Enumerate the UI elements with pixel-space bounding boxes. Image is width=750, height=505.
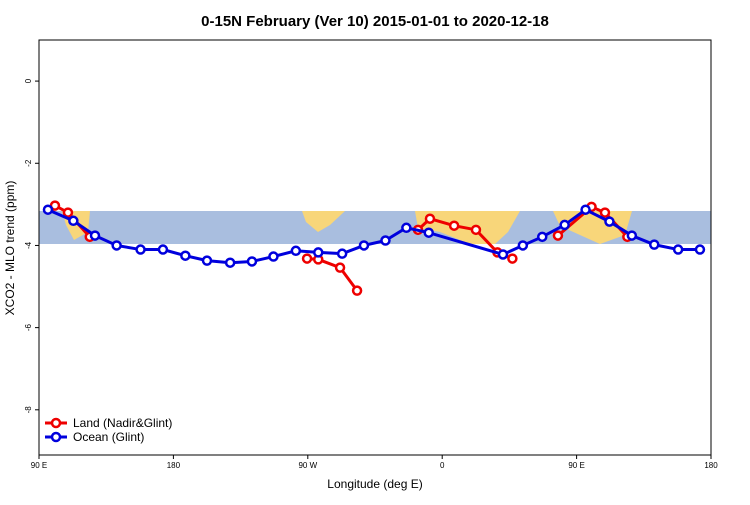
data-point [313, 247, 324, 258]
y-axis-label: XCO2 - MLO trend (ppm) [3, 181, 17, 316]
map-land [302, 211, 345, 232]
data-point [423, 227, 435, 238]
data-point [649, 239, 660, 250]
data-point [470, 224, 482, 236]
data-point [626, 230, 638, 241]
data-point [380, 235, 391, 246]
data-point [336, 248, 348, 259]
data-point [358, 240, 370, 251]
y-tick-label: -8 [24, 406, 33, 414]
data-point [580, 204, 591, 215]
data-point [42, 204, 54, 215]
data-point [224, 257, 236, 268]
data-point [290, 245, 302, 257]
data-point [448, 220, 460, 231]
y-tick-label: -4 [24, 241, 33, 249]
data-point [301, 253, 313, 264]
data-point [497, 249, 509, 260]
data-point [507, 253, 518, 264]
data-point [157, 244, 169, 255]
data-point [201, 255, 213, 266]
legend-marker [50, 431, 62, 443]
data-point [351, 285, 363, 296]
data-point [401, 222, 412, 234]
x-tick-label: 90 E [31, 461, 47, 470]
data-point [537, 231, 548, 243]
legend-marker [50, 417, 62, 429]
data-point [180, 250, 191, 261]
data-point [68, 215, 79, 227]
x-tick-label: 180 [167, 461, 181, 470]
x-tick-label: 90 W [298, 461, 317, 470]
plot-frame [38, 39, 712, 456]
x-axis-label: Longitude (deg E) [327, 477, 422, 491]
y-tick-label: -2 [24, 159, 33, 167]
data-point [599, 207, 611, 218]
data-point [268, 251, 279, 262]
data-point [694, 244, 706, 255]
data-point [135, 244, 146, 255]
legend-label: Land (Nadir&Glint) [73, 416, 172, 430]
map-band [39, 211, 711, 244]
data-point [89, 230, 101, 241]
data-point [604, 216, 615, 227]
x-tick-label: 0 [440, 461, 445, 470]
series-line [47, 207, 700, 265]
data-point [517, 240, 529, 251]
data-point [334, 262, 346, 273]
chart-title: 0-15N February (Ver 10) 2015-01-01 to 20… [201, 13, 549, 30]
y-tick-label: 0 [24, 78, 33, 83]
data-point [246, 256, 258, 267]
x-tick-label: 180 [704, 461, 718, 470]
y-tick-label: -6 [24, 324, 33, 332]
data-point [424, 213, 436, 224]
data-point [672, 244, 684, 255]
data-point [552, 230, 564, 241]
data-point [111, 240, 122, 251]
data-point [62, 207, 74, 218]
data-point [559, 219, 570, 231]
legend-label: Ocean (Glint) [73, 430, 144, 444]
series-line [306, 257, 359, 292]
x-tick-label: 90 E [568, 461, 584, 470]
